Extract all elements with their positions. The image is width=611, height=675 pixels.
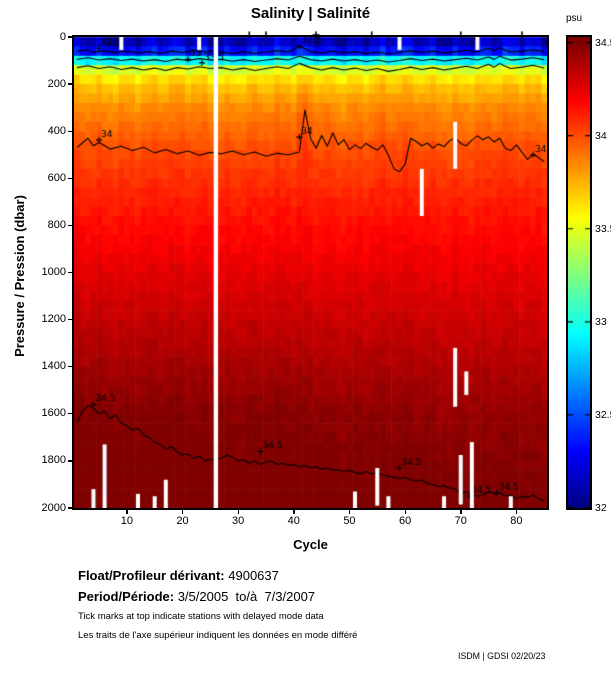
colorbar-frame <box>566 35 592 510</box>
colorbar-tick-label: 33.5 <box>595 222 611 235</box>
x-axis-tick-label: 10 <box>120 515 133 527</box>
float-id-line: Float/Profileur dérivant: 4900637 <box>78 568 279 583</box>
float-id-label: Float/Profileur dérivant: <box>78 568 225 583</box>
note-english: Tick marks at top indicate stations with… <box>78 611 324 622</box>
y-axis-tick <box>68 366 72 368</box>
y-axis-tick <box>68 224 72 227</box>
note-french: Les traits de l'axe supérieur indiquent … <box>78 630 358 641</box>
x-axis-tick-label: 80 <box>510 515 523 527</box>
x-axis-tick <box>293 510 295 514</box>
x-axis-tick-label: 60 <box>398 515 412 527</box>
x-axis-tick <box>404 510 406 514</box>
chart-title: Salinity | Salinité <box>250 5 371 22</box>
plot-axes-frame <box>72 35 549 510</box>
y-axis-tick-label: 0 <box>59 30 66 43</box>
y-axis-tick-label: 1600 <box>41 407 66 420</box>
y-axis-tick-label: 1800 <box>41 454 66 467</box>
colorbar-tick-label: 34.5 <box>595 36 611 49</box>
y-axis-tick-label: 2000 <box>41 501 66 514</box>
colorbar-tick-label: 32.5 <box>595 408 611 421</box>
y-axis-tick <box>68 36 72 38</box>
y-axis-tick <box>68 413 72 415</box>
y-axis-tick <box>68 83 72 85</box>
y-axis-tick-label: 1000 <box>41 266 66 278</box>
y-axis-tick <box>68 460 72 462</box>
y-axis-tick-label: 1400 <box>41 360 66 373</box>
x-axis-tick-label: 40 <box>287 515 300 527</box>
x-axis-tick-label: 50 <box>343 515 356 527</box>
y-axis-tick <box>68 271 72 274</box>
period-label: Period/Période: <box>78 589 175 604</box>
x-axis-tick <box>348 510 351 514</box>
y-axis-tick <box>68 177 72 179</box>
x-axis-tick-label: 20 <box>176 515 189 527</box>
source-credit: ISDM | GDSI 02/20/23 <box>458 651 546 661</box>
colorbar-tick-label: 34 <box>595 129 607 142</box>
y-axis-tick-label: 400 <box>47 124 66 137</box>
colorbar-canvas <box>568 37 590 508</box>
period-value: 3/5/2005 to/à 7/3/2007 <box>177 589 316 604</box>
x-axis-tick <box>460 510 462 514</box>
x-axis-tick <box>515 510 518 514</box>
y-axis-tick-label: 200 <box>47 77 66 90</box>
y-axis-tick-label: 600 <box>47 171 66 184</box>
x-axis-tick <box>237 510 239 514</box>
colorbar-tick-label: 33 <box>595 315 607 328</box>
y-axis-tick-label: 1200 <box>41 313 66 326</box>
x-axis-label: Cycle <box>293 537 328 552</box>
x-axis-tick-label: 30 <box>232 515 245 527</box>
x-axis-tick <box>126 510 128 514</box>
x-axis-tick-label: 70 <box>454 515 467 527</box>
salinity-heatmap-canvas <box>74 31 547 508</box>
y-axis-tick <box>68 507 72 509</box>
y-axis-tick <box>68 318 72 321</box>
colorbar-tick-label: 32 <box>595 502 607 514</box>
float-id-value: 4900637 <box>228 568 279 583</box>
colorbar-units-label: psu <box>566 13 583 24</box>
y-axis-tick <box>68 130 72 132</box>
period-line: Period/Période: 3/5/2005 to/à 7/3/2007 <box>78 589 315 604</box>
x-axis-tick <box>181 510 184 514</box>
y-axis-tick-label: 800 <box>47 218 66 231</box>
